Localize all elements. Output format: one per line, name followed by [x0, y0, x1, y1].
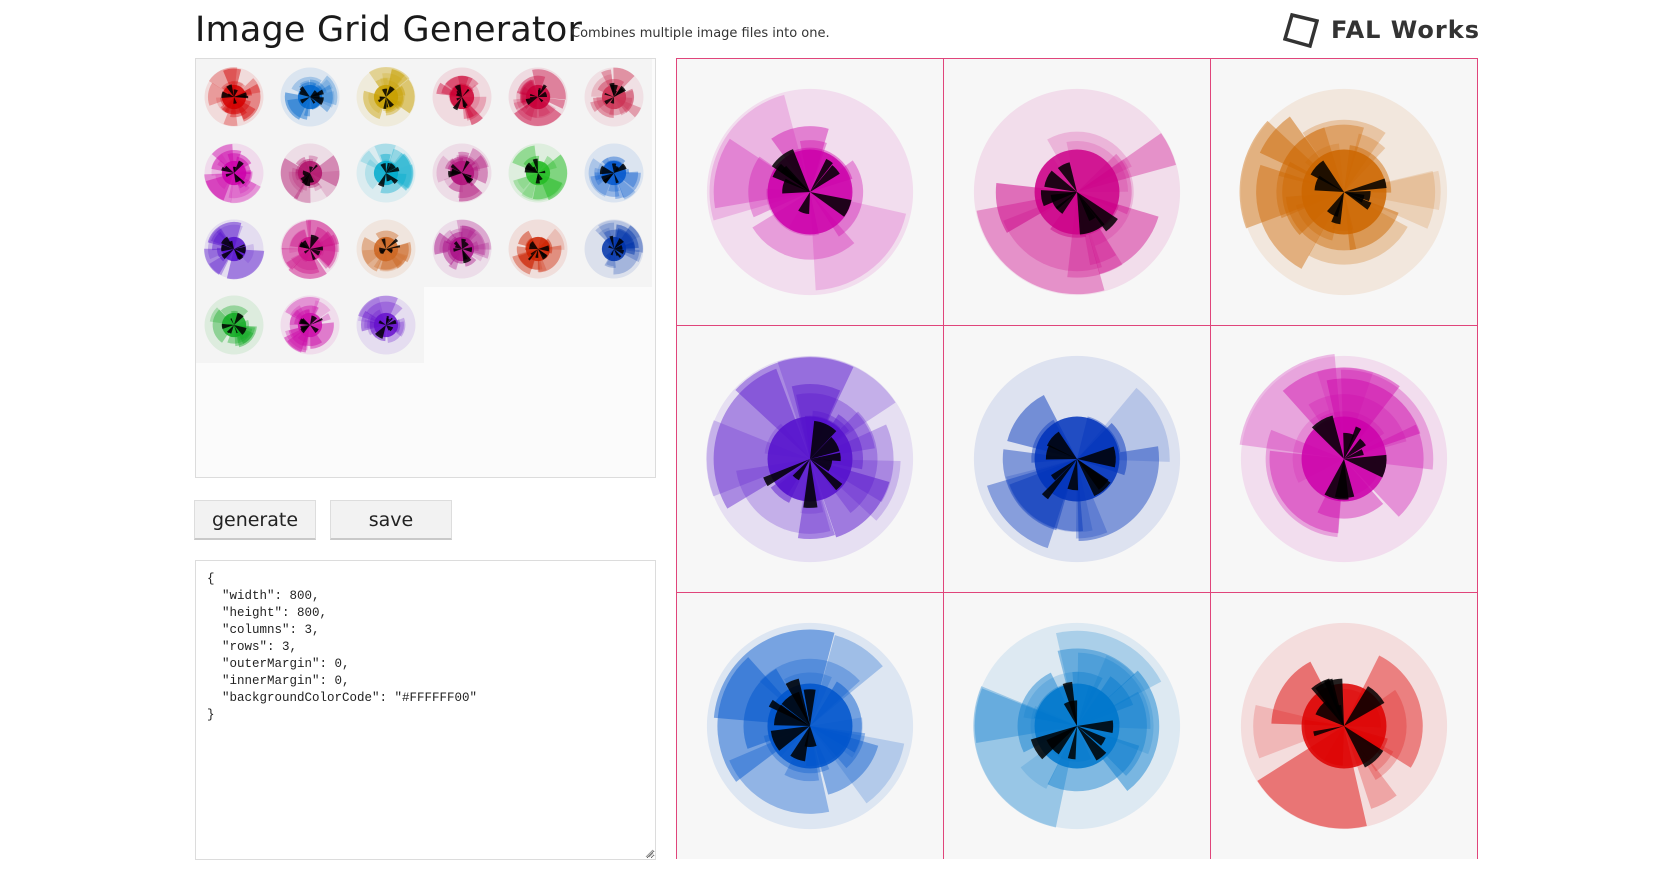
image-thumbnail[interactable]: [196, 287, 272, 363]
grid-cell: [677, 59, 943, 325]
cell-cyan-blue-image: [973, 622, 1181, 830]
thumb-magenta-2-image: [280, 143, 340, 204]
image-thumbnail[interactable]: [500, 59, 576, 135]
thumb-violet-2-image: [356, 295, 416, 355]
thumb-red-1-image: [204, 67, 264, 127]
thumb-magenta-6-image: [280, 295, 340, 355]
thumb-violet-1-image: [204, 219, 265, 280]
thumb-blue-2-image: [584, 143, 644, 203]
image-thumbnail[interactable]: [424, 211, 500, 287]
grid-cell: [944, 593, 1210, 859]
cell-magenta-2-image: [1239, 354, 1448, 563]
thumb-magenta-4-image: [280, 219, 340, 279]
image-thumbnail[interactable]: [348, 59, 424, 135]
thumb-magenta-1-image: [204, 143, 264, 204]
grid-divider-horizontal: [677, 592, 1477, 593]
image-thumbnail[interactable]: [272, 211, 348, 287]
grid-divider-horizontal: [677, 325, 1477, 326]
thumb-green-1-image: [508, 143, 568, 203]
image-thumbnail[interactable]: [424, 135, 500, 211]
thumb-red-2-image: [508, 219, 568, 279]
grid-cell: [1211, 59, 1477, 325]
thumb-cyan-1-image: [356, 143, 416, 203]
thumb-orange-1-image: [356, 219, 416, 279]
image-thumbnail[interactable]: [576, 211, 652, 287]
image-thumbnail[interactable]: [196, 59, 272, 135]
generate-button[interactable]: generate: [194, 500, 316, 540]
image-thumbnail[interactable]: [500, 211, 576, 287]
image-thumbnail[interactable]: [272, 287, 348, 363]
cell-blue-dark-image: [973, 355, 1181, 563]
thumb-crimson-1-image: [432, 67, 492, 127]
page-title: Image Grid Generator: [195, 10, 583, 50]
image-thumbnail[interactable]: [272, 59, 348, 135]
grid-cell: [1211, 326, 1477, 592]
image-thumbnail[interactable]: [272, 135, 348, 211]
image-file-list[interactable]: [195, 58, 656, 478]
page-header: Image Grid Generator Combines multiple i…: [195, 6, 1480, 52]
image-thumbnail[interactable]: [348, 287, 424, 363]
page-subtitle: Combines multiple image files into one.: [571, 26, 830, 41]
image-thumbnail[interactable]: [576, 59, 652, 135]
thumb-crimson-2-image: [508, 67, 568, 127]
brand-name: FAL Works: [1330, 16, 1480, 44]
grid-divider-vertical: [1210, 59, 1211, 858]
fal-works-logo-icon: [1282, 12, 1319, 48]
thumb-gold-1-image: [356, 66, 416, 127]
grid-cell: [1211, 593, 1477, 859]
cell-orange-image: [1239, 88, 1448, 296]
image-thumbnail[interactable]: [348, 211, 424, 287]
thumb-magenta-5-image: [432, 219, 492, 279]
thumb-blue-1-image: [280, 67, 340, 127]
thumb-magenta-3-image: [432, 143, 492, 203]
cell-magenta-image: [706, 88, 914, 296]
image-thumbnail[interactable]: [500, 135, 576, 211]
image-thumbnail[interactable]: [196, 211, 272, 287]
grid-cell: [677, 326, 943, 592]
grid-cell: [944, 59, 1210, 325]
grid-cell: [944, 326, 1210, 592]
cell-blue-image: [706, 622, 914, 830]
config-json-editor[interactable]: [195, 560, 656, 860]
image-thumbnail[interactable]: [196, 135, 272, 211]
thumb-green-2-image: [204, 295, 264, 355]
image-thumbnail[interactable]: [424, 59, 500, 135]
save-button[interactable]: save: [330, 500, 452, 540]
thumb-navy-1-image: [584, 219, 644, 279]
cell-red-image: [1240, 622, 1448, 830]
image-thumbnail[interactable]: [348, 135, 424, 211]
grid-preview: [676, 58, 1478, 859]
thumb-pinkred-1-image: [584, 67, 644, 127]
cell-violet-image: [706, 355, 914, 563]
grid-cell: [677, 593, 943, 859]
resize-grip-icon[interactable]: [644, 848, 654, 858]
cell-magenta-bowtie-image: [973, 88, 1181, 296]
image-thumbnail[interactable]: [576, 135, 652, 211]
grid-divider-vertical: [943, 59, 944, 858]
brand-logo[interactable]: FAL Works: [1282, 12, 1480, 48]
